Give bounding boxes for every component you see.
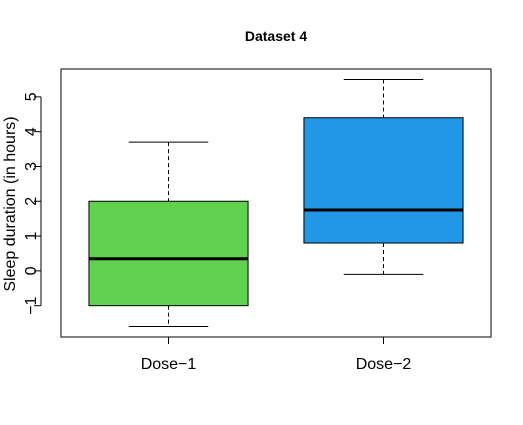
x-axis: Dose−1 Dose−2	[141, 337, 412, 373]
y-tick-label: 5	[23, 92, 40, 101]
box-iqr	[304, 118, 463, 243]
y-tick-label: 2	[23, 197, 40, 206]
boxes	[89, 79, 463, 326]
y-axis: −1 0 1 2 3 4 5	[23, 92, 41, 315]
y-tick-label: 3	[23, 162, 40, 171]
box-1	[89, 142, 248, 326]
x-tick-label: Dose−2	[356, 356, 412, 373]
box-2	[304, 79, 463, 274]
y-tick-label: 1	[23, 232, 40, 241]
y-tick-label: 4	[23, 127, 40, 136]
y-tick-label: −1	[23, 296, 40, 314]
box-iqr	[89, 201, 248, 305]
y-tick-label: 0	[23, 266, 40, 275]
chart-title: Dataset 4	[245, 28, 307, 44]
y-axis-label: Sleep duration (in hours)	[2, 116, 19, 291]
x-tick-label: Dose−1	[141, 356, 197, 373]
